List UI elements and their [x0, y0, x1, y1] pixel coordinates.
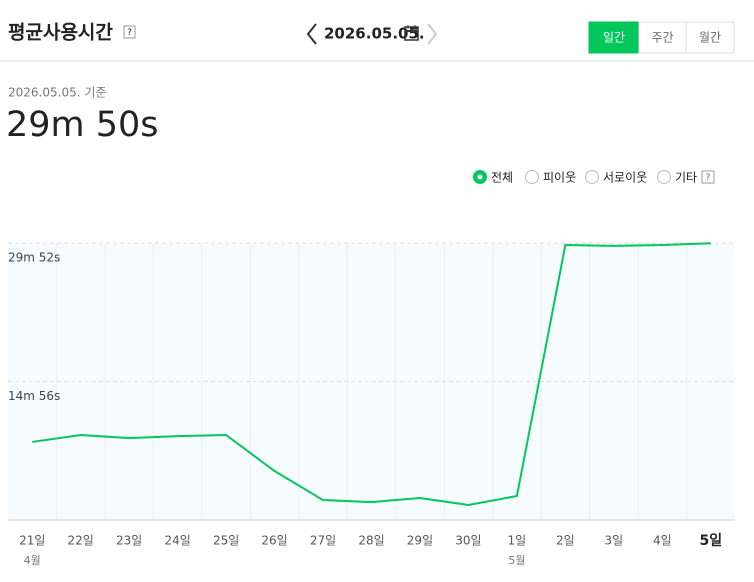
- x-tick-label: 25일: [213, 534, 239, 548]
- y-tick-label: 14m 56s: [8, 389, 60, 403]
- x-tick-label: 3일: [604, 534, 623, 548]
- help-text: ?: [127, 28, 132, 38]
- y-tick-label: 29m 52s: [8, 251, 60, 265]
- radio-label: 피이웃: [543, 171, 576, 185]
- filters: 전체 피이웃 서로이웃 기타?: [473, 170, 715, 185]
- x-tick-label: 2일: [556, 534, 575, 548]
- radio-label: 서로이웃: [603, 171, 647, 185]
- help-text: ?: [706, 173, 711, 183]
- tab-label: 주간: [651, 31, 673, 45]
- x-tick-label: 21일: [19, 534, 45, 548]
- x-tick-label: 4일: [653, 534, 672, 548]
- radio[interactable]: [657, 170, 671, 184]
- x-tick-label: 29일: [407, 534, 433, 548]
- radio-dot: [477, 174, 483, 180]
- radio[interactable]: [525, 170, 539, 184]
- x-tick-label: 24일: [164, 534, 190, 548]
- summary-value: 29m 50s: [6, 105, 159, 145]
- chart: 14m 56s 29m 52s 21일 4월 22일 23일 24일 25일 26일 27일 28일…: [8, 242, 735, 567]
- help-icon[interactable]: [123, 25, 136, 39]
- help-icon[interactable]: [701, 170, 715, 184]
- tab[interactable]: [638, 21, 687, 54]
- x-tick-label: 22일: [68, 534, 94, 548]
- x-tick-label: 1일: [508, 534, 527, 548]
- next-date[interactable]: [427, 23, 438, 45]
- tab-label: 월간: [699, 31, 721, 45]
- x-tick-label: 30일: [455, 534, 481, 548]
- tab[interactable]: [685, 21, 735, 54]
- radio-label: 기타: [675, 171, 697, 185]
- data-line: [32, 242, 711, 507]
- x-tick-label: 26일: [261, 534, 287, 548]
- tab-label: 일간: [603, 31, 625, 45]
- date: 2026.05.05.: [324, 25, 425, 43]
- month-label: 4월: [24, 554, 41, 567]
- radio-label: 전체: [491, 171, 513, 185]
- x-tick-label: 27일: [310, 534, 336, 548]
- x-tick-label: 23일: [116, 534, 142, 548]
- x-tick-label: 5일: [699, 533, 722, 549]
- prev-date[interactable]: [306, 23, 317, 45]
- basis: 2026.05.05. 기준: [8, 86, 106, 100]
- radio[interactable]: [585, 170, 599, 184]
- calendar-icon[interactable]: [404, 25, 419, 41]
- page-title: 평균사용시간: [8, 22, 113, 44]
- month-label: 5월: [508, 554, 525, 567]
- tabs: 일간 주간 월간: [588, 21, 735, 54]
- x-tick-label: 28일: [358, 534, 384, 548]
